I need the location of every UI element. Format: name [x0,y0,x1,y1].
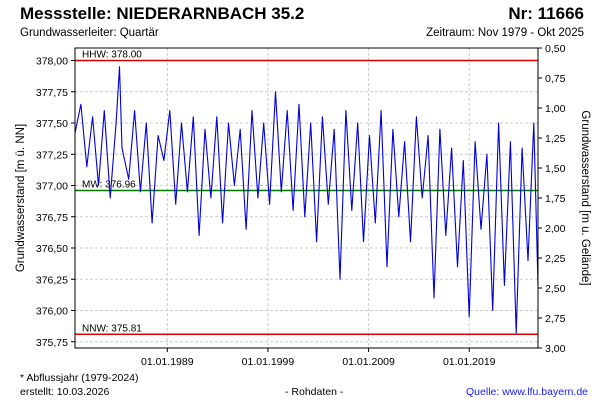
x-tick-label: 01.01.1999 [242,356,295,368]
hhw-label: HHW: 378.00 [82,50,142,61]
y-axis-label: Grundwasserstand [m ü. NN] [15,124,27,272]
y-tick-label: 376,00 [36,306,68,318]
series-layer [74,66,539,334]
y-right-tick-label: 1,75 [545,193,566,205]
aquifer-label: Grundwasserleiter: Quartär [20,27,159,39]
station-number: Nr: 11666 [508,4,584,23]
y-right-tick-label: 1,50 [545,163,566,175]
y-tick-label: 378,00 [36,56,68,68]
source-link[interactable]: Quelle: www.lfu.bayern.de [466,386,588,398]
x-tick-label: 01.01.1989 [141,356,194,368]
nnw-label: NNW: 375.81 [82,323,142,334]
station-title: Messstelle: NIEDERARNBACH 35.2 [20,4,305,23]
y-tick-label: 377,75 [36,87,68,99]
y-right-tick-label: 2,50 [545,283,566,295]
y-tick-label: 376,50 [36,243,68,255]
plot-frame [74,47,539,349]
y-tick-label: 376,75 [36,212,68,224]
y-right-axis-label: Grundwasserstand [m u. Gelände] [579,110,591,285]
y-right-tick-label: 0,50 [545,43,566,55]
y-tick-label: 376,25 [36,274,68,286]
x-tick-label: 01.01.2019 [443,356,496,368]
y-right-tick-label: 2,75 [545,313,566,325]
axes: 378,00 377,75 377,50 377,25 377,00 376,75 376,… [15,43,591,368]
period-label: Zeitraum: Nov 1979 - Okt 2025 [426,27,584,39]
y-tick-label: 377,25 [36,149,68,161]
y-right-tick-label: 2,25 [545,253,566,265]
y-tick-label: 377,50 [36,118,68,130]
y-tick-label: 377,00 [36,181,68,193]
y-tick-label: 375,75 [36,337,68,349]
series-line-0 [74,66,539,334]
y-right-tick-label: 0,75 [545,73,566,85]
y-right-tick-label: 2,00 [545,223,566,235]
x-tick-label: 01.01.2009 [342,356,395,368]
y-right-tick-label: 1,25 [545,133,566,145]
y-right-tick-label: 1,00 [545,103,566,115]
y-right-tick-label: 3,00 [545,343,566,355]
raw-data-note: - Rohdaten - [285,386,344,398]
created-date: erstellt: 10.03.2026 [20,386,110,398]
hydro-year-note: * Abflussjahr (1979-2024) [20,372,139,384]
